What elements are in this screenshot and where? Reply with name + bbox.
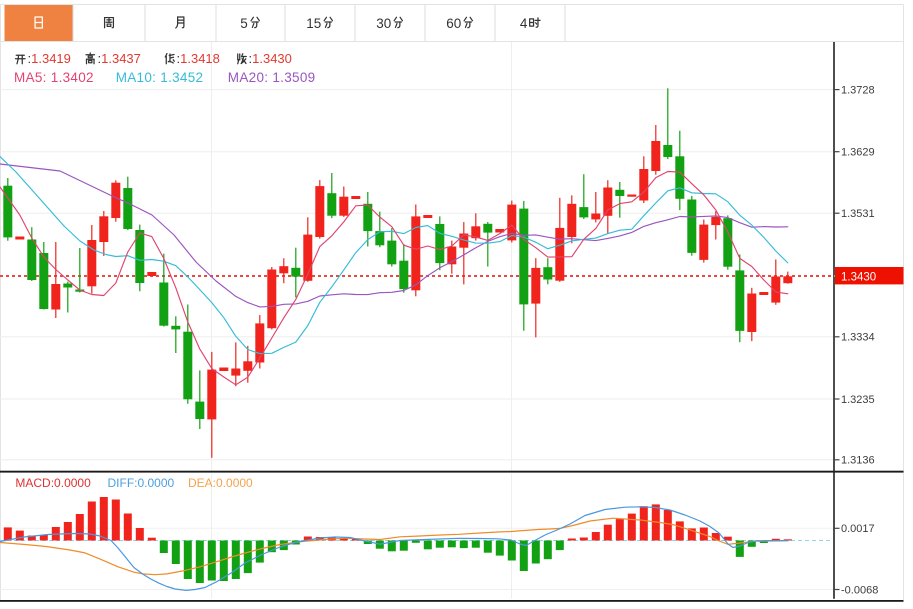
svg-text:MA5: 1.3402: MA5: 1.3402 (14, 70, 94, 85)
svg-text:1.3235: 1.3235 (841, 394, 875, 406)
svg-text:1.3531: 1.3531 (841, 208, 875, 220)
svg-text:MACD:0.0000: MACD:0.0000 (15, 476, 91, 490)
svg-text:1.3136: 1.3136 (841, 455, 875, 467)
svg-text:MA10: 1.3452: MA10: 1.3452 (116, 70, 204, 85)
svg-text::1.3418: :1.3418 (177, 51, 220, 66)
svg-text:5: 5 (240, 16, 248, 31)
svg-text:DEA:0.0000: DEA:0.0000 (188, 476, 253, 490)
svg-text:30: 30 (376, 16, 391, 31)
svg-text:MA20: 1.3509: MA20: 1.3509 (228, 70, 316, 85)
svg-text:60: 60 (446, 16, 461, 31)
svg-text:0.0017: 0.0017 (841, 523, 875, 535)
svg-text::1.3430: :1.3430 (249, 51, 292, 66)
svg-text::1.3437: :1.3437 (98, 51, 141, 66)
svg-text::1.3419: :1.3419 (28, 51, 71, 66)
svg-text:1.3728: 1.3728 (841, 84, 875, 96)
svg-text:1.3430: 1.3430 (841, 271, 876, 283)
svg-text:4: 4 (520, 16, 528, 31)
svg-text:-0.0068: -0.0068 (841, 584, 878, 596)
svg-text:1.3629: 1.3629 (841, 147, 875, 159)
svg-text:15: 15 (306, 16, 321, 31)
svg-text:1.3334: 1.3334 (841, 332, 875, 344)
svg-text:DIFF:0.0000: DIFF:0.0000 (108, 476, 175, 490)
